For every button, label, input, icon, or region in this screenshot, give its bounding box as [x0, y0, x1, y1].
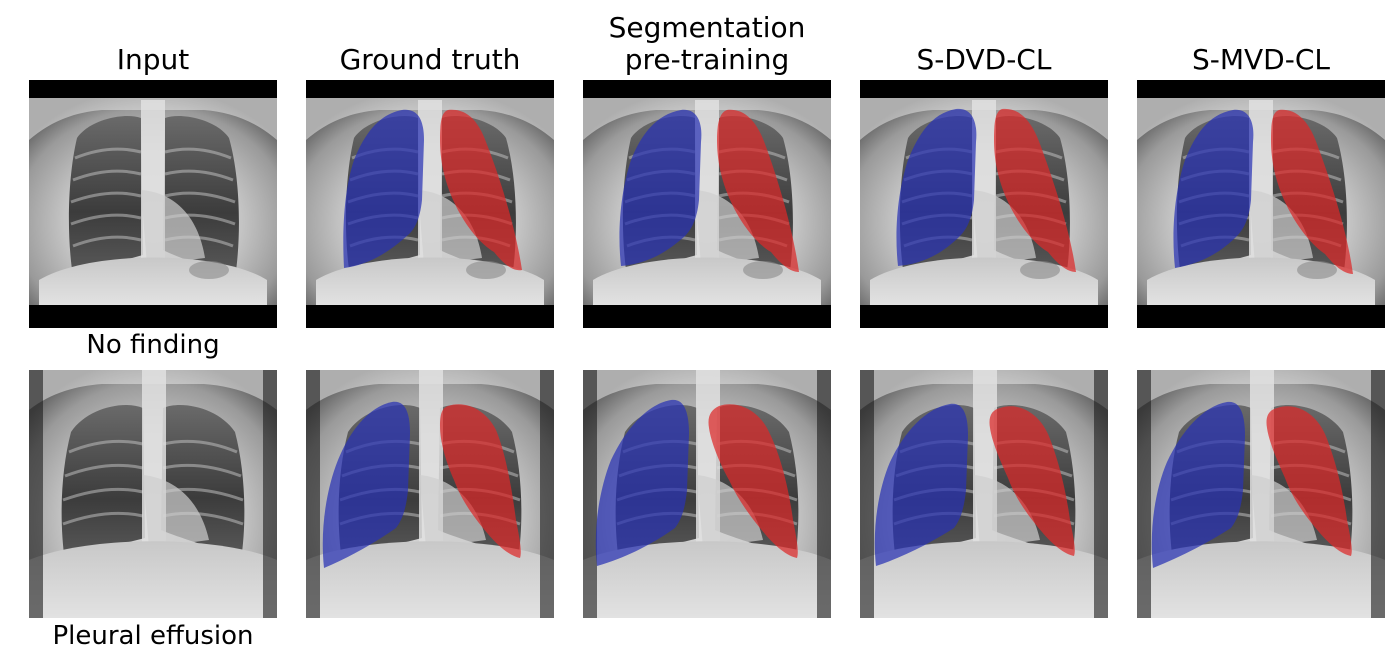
- left-lung-mask: [595, 399, 689, 566]
- left-lung-mask: [1151, 401, 1245, 568]
- left-lung-mask: [1173, 109, 1254, 268]
- right-lung-mask: [440, 404, 521, 558]
- panel-s-dvd-cl-no-finding: [860, 80, 1108, 328]
- right-lung-mask: [994, 108, 1076, 272]
- right-lung-mask: [989, 406, 1075, 556]
- column-title-segmentation-line-2: pre-training: [624, 43, 790, 76]
- panel-segmentation-pretraining-no-finding: [583, 80, 831, 328]
- column-title-s-dvd-cl-line: S-DVD-CL: [916, 43, 1052, 76]
- panel-input-no-finding: [29, 80, 277, 328]
- column-title-input: Input: [29, 44, 277, 76]
- xray-image: [583, 80, 831, 328]
- right-lung-mask: [1266, 406, 1352, 556]
- column-title-s-dvd-cl: S-DVD-CL: [860, 44, 1108, 76]
- right-lung-mask: [717, 109, 799, 272]
- right-lung-mask: [1271, 109, 1353, 274]
- column-title-ground-truth-line: Ground truth: [339, 43, 521, 76]
- xray-image: [29, 80, 277, 328]
- left-lung-mask: [322, 401, 410, 568]
- xray-image: [860, 80, 1108, 328]
- left-lung-mask: [619, 109, 702, 266]
- column-title-s-mvd-cl: S-MVD-CL: [1137, 44, 1385, 76]
- panel-segmentation-pretraining-pleural-effusion: [583, 370, 831, 618]
- column-title-segmentation-line-1: Segmentation: [608, 11, 806, 44]
- panel-input-pleural-effusion: [29, 370, 277, 618]
- column-title-input-line: Input: [116, 43, 190, 76]
- panel-ground-truth-pleural-effusion: [306, 370, 554, 618]
- xray-image: [583, 370, 831, 618]
- right-lung-mask: [708, 404, 798, 558]
- xray-image: [29, 370, 277, 618]
- xray-image: [306, 370, 554, 618]
- left-lung-mask: [874, 403, 968, 566]
- left-lung-mask: [343, 109, 424, 268]
- xray-image: [306, 80, 554, 328]
- row-label-pleural-effusion: Pleural effusion: [52, 621, 254, 651]
- column-title-ground-truth: Ground truth: [306, 44, 554, 76]
- row-label-no-finding: No finding: [86, 330, 220, 360]
- column-title-s-mvd-cl-line: S-MVD-CL: [1191, 43, 1330, 76]
- panel-ground-truth-no-finding: [306, 80, 554, 328]
- panel-s-mvd-cl-no-finding: [1137, 80, 1385, 328]
- panel-s-mvd-cl-pleural-effusion: [1137, 370, 1385, 618]
- xray-image: [1137, 370, 1385, 618]
- left-lung-mask: [896, 108, 977, 266]
- panel-s-dvd-cl-pleural-effusion: [860, 370, 1108, 618]
- right-lung-mask: [440, 109, 522, 271]
- xray-image: [860, 370, 1108, 618]
- xray-image: [1137, 80, 1385, 328]
- column-title-segmentation-pretraining: Segmentation pre-training: [583, 12, 831, 76]
